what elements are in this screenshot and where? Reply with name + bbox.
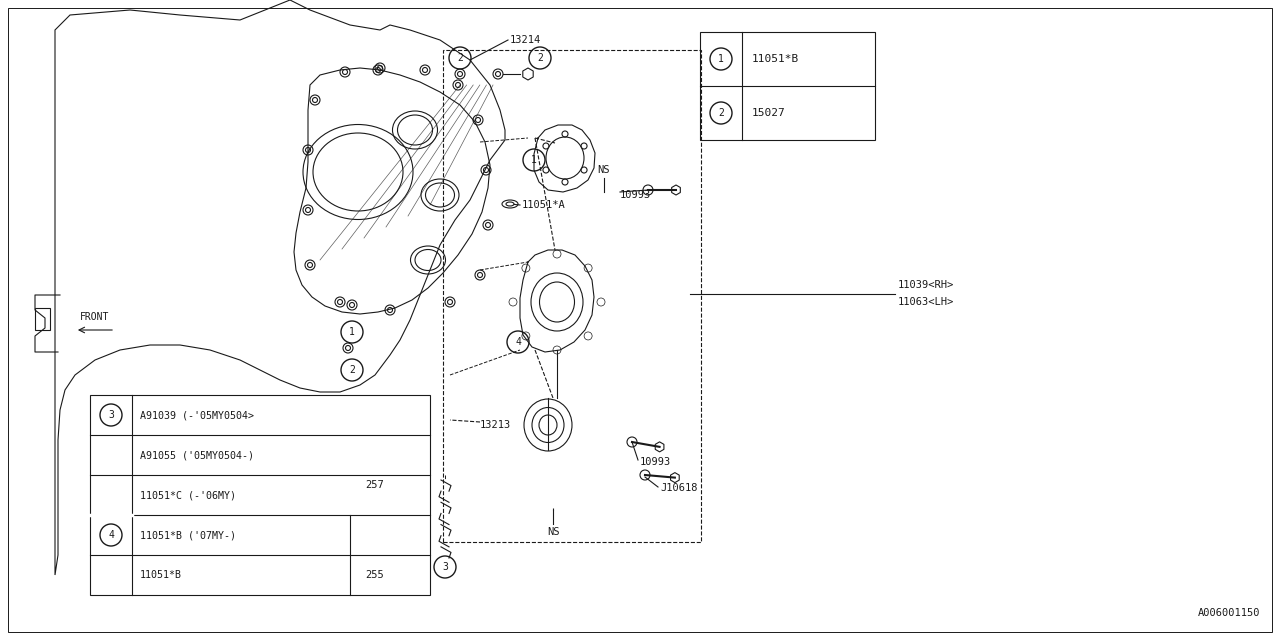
Text: 10993: 10993 (620, 190, 652, 200)
Text: 2: 2 (349, 365, 355, 375)
Text: 2: 2 (457, 53, 463, 63)
Text: 4: 4 (108, 530, 114, 540)
Text: NS: NS (547, 527, 559, 537)
Text: FRONT: FRONT (81, 312, 110, 322)
Text: 3: 3 (442, 562, 448, 572)
Text: 13214: 13214 (509, 35, 541, 45)
Text: 4: 4 (515, 337, 521, 347)
Text: 255: 255 (365, 570, 384, 580)
Text: 11051*A: 11051*A (522, 200, 566, 210)
Bar (35, 308, 50, 330)
Text: 15027: 15027 (753, 108, 786, 118)
Text: A006001150: A006001150 (1198, 608, 1260, 618)
Text: 11039<RH>: 11039<RH> (899, 280, 955, 290)
Text: A91055 ('05MY0504-): A91055 ('05MY0504-) (140, 450, 253, 460)
Text: NS: NS (598, 165, 611, 175)
Bar (443, 50, 701, 542)
Text: 11063<LH>: 11063<LH> (899, 297, 955, 307)
Text: 1: 1 (531, 155, 536, 165)
Text: 1: 1 (349, 327, 355, 337)
Text: 2: 2 (538, 53, 543, 63)
Ellipse shape (506, 202, 515, 206)
Text: 11051*B: 11051*B (140, 570, 182, 580)
Text: A91039 (-'05MY0504>: A91039 (-'05MY0504> (140, 410, 253, 420)
Bar (700, 32, 876, 140)
Text: 257: 257 (365, 480, 384, 490)
Text: 11051*B ('07MY-): 11051*B ('07MY-) (140, 530, 236, 540)
Text: 1: 1 (718, 54, 724, 64)
Text: 2: 2 (718, 108, 724, 118)
Text: 13213: 13213 (480, 420, 511, 430)
Text: 11051*B: 11051*B (753, 54, 799, 64)
Text: 10993: 10993 (640, 457, 671, 467)
Bar (90, 395, 430, 595)
Text: J10618: J10618 (660, 483, 698, 493)
Text: 11051*C (-'06MY): 11051*C (-'06MY) (140, 490, 236, 500)
Text: 3: 3 (108, 410, 114, 420)
